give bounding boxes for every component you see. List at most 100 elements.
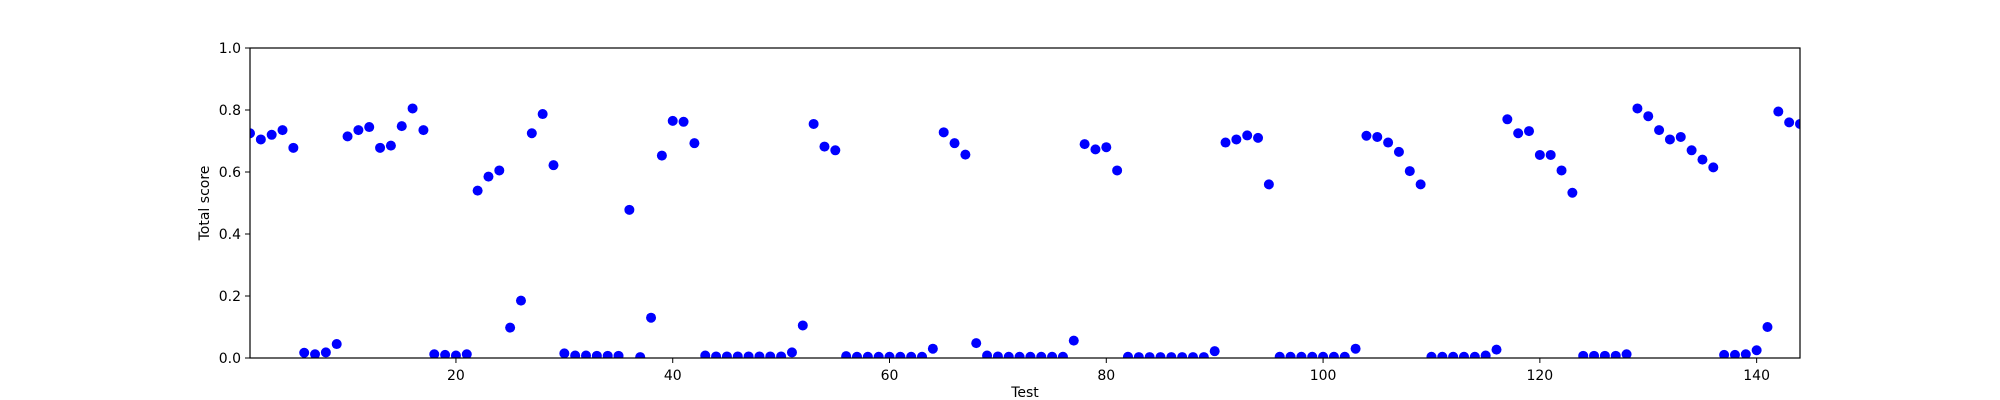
data-point: [1025, 351, 1036, 358]
data-point: [505, 322, 516, 333]
data-point: [776, 351, 787, 358]
data-point: [667, 115, 678, 126]
data-point: [396, 121, 407, 132]
data-point: [1003, 351, 1014, 358]
x-tick-label: 100: [1310, 368, 1337, 384]
data-point: [765, 351, 776, 358]
data-point: [1740, 349, 1751, 358]
data-point: [1328, 351, 1339, 358]
data-point: [342, 131, 353, 142]
data-point: [250, 128, 255, 139]
axes: 20 40 60 80 100 120 140 0.0 0.2 0.4 0.6 0.8 1.0: [219, 41, 1770, 384]
data-point: [1263, 179, 1274, 190]
data-point: [808, 118, 819, 129]
data-points: [250, 103, 1800, 358]
data-point: [721, 351, 732, 358]
data-point: [862, 351, 873, 358]
data-point: [375, 142, 386, 153]
data-point: [646, 312, 657, 323]
data-point: [1372, 131, 1383, 142]
data-point: [266, 129, 277, 140]
data-point: [613, 350, 624, 358]
data-point: [559, 348, 570, 358]
data-point: [678, 116, 689, 127]
data-point: [1415, 179, 1426, 190]
data-point: [299, 347, 310, 358]
data-point: [656, 150, 667, 161]
data-point: [732, 351, 743, 358]
data-point: [1654, 125, 1665, 136]
data-point: [895, 351, 906, 358]
data-point: [1231, 134, 1242, 145]
data-point: [581, 350, 592, 358]
data-point: [1610, 350, 1621, 358]
data-point: [1090, 144, 1101, 155]
data-point: [1383, 137, 1394, 148]
data-point: [1469, 351, 1480, 358]
data-point: [1036, 351, 1047, 358]
data-point: [1664, 134, 1675, 145]
data-point: [548, 160, 559, 171]
data-point: [1675, 131, 1686, 142]
data-point: [591, 350, 602, 358]
data-point: [949, 138, 960, 149]
data-point: [320, 347, 331, 358]
data-point: [1166, 352, 1177, 358]
data-point: [743, 351, 754, 358]
y-tick-label: 0.0: [219, 351, 241, 367]
data-point: [851, 351, 862, 358]
data-point: [1177, 352, 1188, 358]
data-point: [1784, 117, 1795, 128]
data-point: [1198, 352, 1209, 358]
data-point: [971, 338, 982, 349]
data-point: [515, 295, 526, 306]
data-point: [483, 171, 494, 182]
data-point: [873, 351, 884, 358]
y-tick-label: 1.0: [219, 41, 241, 57]
data-point: [1545, 149, 1556, 160]
y-tick-label: 0.4: [219, 227, 241, 243]
x-tick-label: 40: [664, 368, 682, 384]
data-point: [1708, 162, 1719, 173]
data-point: [1751, 345, 1762, 356]
data-point: [1719, 349, 1730, 358]
data-point: [1079, 139, 1090, 150]
data-point: [1448, 351, 1459, 358]
data-point: [1643, 111, 1654, 122]
data-point: [1144, 352, 1155, 358]
data-point: [1795, 118, 1800, 129]
data-point: [830, 145, 841, 156]
data-point: [526, 128, 537, 139]
data-point: [1556, 165, 1567, 176]
x-tick-label: 80: [1097, 368, 1115, 384]
data-point: [1350, 343, 1361, 354]
data-point: [1480, 350, 1491, 358]
data-point: [1458, 351, 1469, 358]
data-point: [624, 204, 635, 215]
data-point: [1393, 146, 1404, 157]
data-point: [1101, 142, 1112, 153]
data-point: [1697, 154, 1708, 165]
data-point: [884, 351, 895, 358]
data-point: [1589, 350, 1600, 358]
y-axis-title: Total score: [197, 166, 213, 242]
data-point: [331, 339, 342, 350]
data-point: [1426, 351, 1437, 358]
data-point: [429, 349, 440, 358]
data-point: [1632, 103, 1643, 114]
data-point: [1242, 130, 1253, 141]
data-point: [1220, 137, 1231, 148]
data-point: [494, 165, 505, 176]
data-point: [407, 103, 418, 114]
data-point: [570, 350, 581, 358]
data-point: [1621, 349, 1632, 358]
x-axis-title: Test: [1010, 385, 1039, 400]
data-point: [602, 350, 613, 358]
data-point: [927, 343, 938, 354]
data-point: [277, 125, 288, 136]
data-point: [700, 350, 711, 358]
data-point: [1068, 335, 1079, 346]
data-point: [1773, 106, 1784, 117]
data-point: [1274, 351, 1285, 358]
data-point: [472, 185, 483, 196]
